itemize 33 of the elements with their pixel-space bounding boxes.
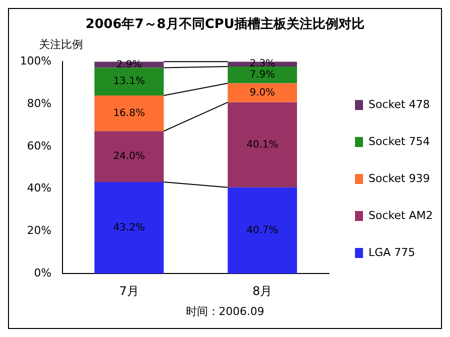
chart-title: 2006年7～8月不同CPU插槽主板关注比例对比 bbox=[84, 16, 366, 33]
y-tick-label: 40% bbox=[26, 182, 52, 195]
x-tick-label: 7月 bbox=[119, 284, 139, 298]
bar bbox=[94, 68, 164, 96]
data-label: 16.8% bbox=[113, 108, 145, 119]
y-tick-label: 0% bbox=[34, 266, 52, 280]
x-tick-label: 8月 bbox=[252, 284, 272, 298]
data-label: 43.2% bbox=[113, 222, 145, 234]
bar bbox=[94, 182, 164, 274]
legend-label: Socket AM2 bbox=[368, 208, 433, 222]
y-tick-label: 80% bbox=[26, 96, 52, 110]
y-tick-label: 60% bbox=[26, 139, 52, 152]
bar bbox=[228, 83, 298, 102]
y-axis-title: 关注比例 bbox=[39, 37, 83, 52]
bar bbox=[94, 96, 164, 132]
data-label: 2.9% bbox=[116, 59, 142, 70]
y-tick-label: 100% bbox=[20, 54, 52, 68]
data-label: 24.0% bbox=[113, 151, 145, 162]
data-label: 40.7% bbox=[246, 225, 278, 236]
data-label: 40.1% bbox=[246, 139, 278, 150]
data-label: 13.1% bbox=[113, 76, 145, 88]
legend-label: Socket 478 bbox=[368, 98, 430, 111]
bar bbox=[228, 187, 298, 274]
bar bbox=[228, 66, 298, 84]
text: 时间：2006.09 bbox=[184, 304, 266, 319]
legend-label: Socket 939 bbox=[368, 172, 430, 185]
legend-label: Socket 754 bbox=[368, 134, 430, 148]
bar bbox=[228, 102, 298, 188]
legend-label: LGA 775 bbox=[368, 246, 416, 259]
bar bbox=[94, 131, 164, 182]
data-label: 7.9% bbox=[250, 69, 276, 80]
y-tick-label: 20% bbox=[26, 224, 52, 238]
data-label: 9.0% bbox=[250, 87, 276, 98]
